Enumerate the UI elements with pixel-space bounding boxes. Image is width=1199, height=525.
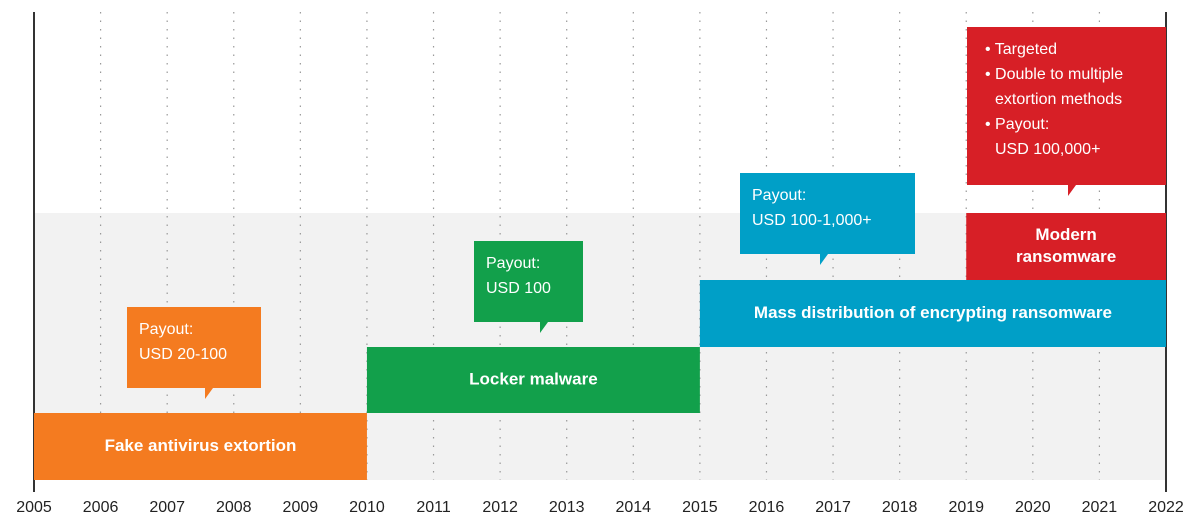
x-tick-label: 2009 — [283, 499, 319, 516]
callout-text: USD 100 — [486, 280, 551, 297]
era-bar — [34, 413, 367, 480]
x-tick-label: 2011 — [416, 499, 451, 516]
callout — [474, 241, 583, 333]
callout-text: USD 20-100 — [139, 346, 227, 363]
x-tick-label: 2013 — [549, 499, 585, 516]
era-bar — [366, 347, 700, 413]
x-tick-label: 2010 — [349, 499, 385, 516]
x-tick-label: 2015 — [682, 499, 718, 516]
callout-text: extortion methods — [995, 91, 1122, 108]
x-tick-label: 2008 — [216, 499, 252, 516]
x-tick-label: 2016 — [749, 499, 785, 516]
callout-text: Payout: — [486, 255, 540, 272]
callout-text: • Payout: — [985, 116, 1049, 133]
era-label: Mass distribution of encrypting ransomwa… — [754, 303, 1112, 322]
callout-text: Payout: — [139, 321, 193, 338]
era-bar — [966, 213, 1166, 280]
x-tick-label: 2012 — [482, 499, 518, 516]
x-tick-label: 2007 — [149, 499, 185, 516]
era-bar — [699, 280, 1166, 347]
x-tick-label: 2005 — [16, 499, 52, 516]
callout — [967, 27, 1166, 196]
x-tick-label: 2020 — [1015, 499, 1051, 516]
x-tick-label: 2014 — [615, 499, 651, 516]
x-tick-label: 2022 — [1148, 499, 1184, 516]
callout — [127, 307, 261, 399]
x-tick-label: 2021 — [1082, 499, 1118, 516]
x-tick-label: 2017 — [815, 499, 851, 516]
x-tick-label: 2019 — [948, 499, 984, 516]
x-tick-label: 2018 — [882, 499, 918, 516]
era-label: Locker malware — [469, 369, 598, 388]
callout-text: Payout: — [752, 187, 806, 204]
callout-text: USD 100-1,000+ — [752, 212, 872, 229]
era-label: Fake antivirus extortion — [105, 436, 297, 455]
callout-text: • Targeted — [985, 41, 1057, 58]
callout — [740, 173, 915, 265]
callout-text: • Double to multiple — [985, 66, 1123, 83]
era-label: Modern — [1035, 225, 1096, 244]
era-label: ransomware — [1016, 247, 1116, 266]
x-tick-label: 2006 — [83, 499, 119, 516]
callout-text: USD 100,000+ — [995, 141, 1100, 158]
